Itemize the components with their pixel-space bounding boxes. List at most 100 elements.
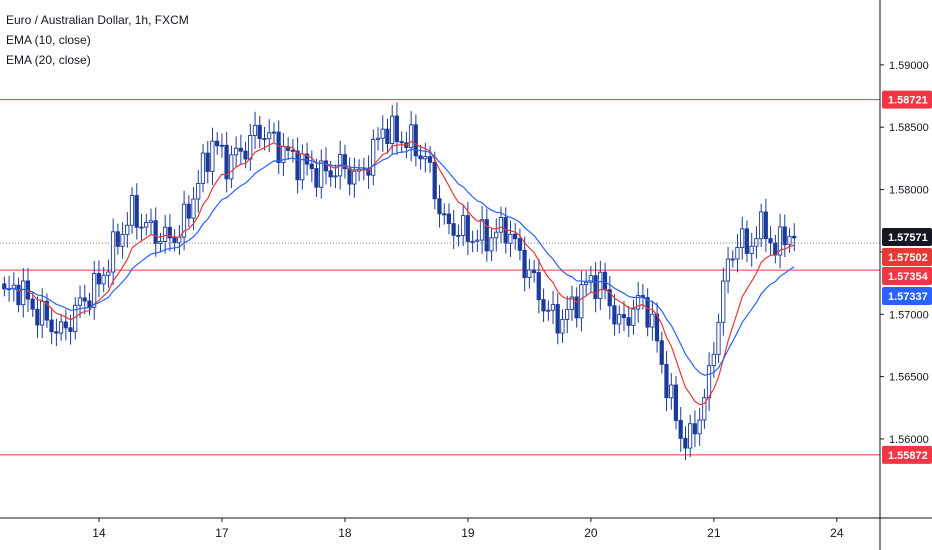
candle [659, 331, 664, 374]
candle-body-up [725, 258, 731, 282]
candle [484, 208, 489, 262]
candle [588, 266, 593, 292]
candle-body-up [252, 124, 258, 137]
candle [489, 227, 494, 262]
y-tick-label: 1.57000 [889, 309, 929, 321]
candle-body-down [678, 419, 683, 439]
candle [200, 144, 206, 193]
candle-body-down [673, 384, 679, 421]
x-tick-label: 24 [830, 526, 844, 540]
candle [2, 276, 7, 297]
candle-body-up [144, 222, 149, 228]
candle-body-down [645, 297, 650, 328]
candle-body-up [423, 156, 428, 160]
ema20-tag-bg [882, 287, 932, 305]
candle-body-up [669, 384, 674, 399]
candle-body-down [328, 170, 333, 178]
candle [304, 142, 310, 176]
candle [276, 120, 281, 175]
candle-body-up [716, 321, 721, 355]
candle [92, 261, 97, 320]
candle-body-down [456, 234, 461, 237]
candle [11, 272, 16, 302]
legend-ema20[interactable]: EMA (20, close) [6, 53, 91, 67]
candle [39, 288, 45, 339]
candle-body-up [267, 132, 272, 140]
candle-body-down [484, 219, 489, 252]
candle [16, 277, 21, 313]
candle [560, 309, 565, 343]
legend-ema10[interactable]: EMA (10, close) [6, 33, 91, 47]
candle-body-up [460, 215, 466, 236]
candle [617, 305, 622, 334]
candle-body-up [77, 297, 83, 306]
candle [744, 220, 749, 262]
candle [233, 136, 239, 167]
candle [285, 137, 291, 160]
candle-body-down [2, 283, 7, 290]
candle-body-down [394, 115, 399, 143]
candle [754, 226, 759, 259]
candle [522, 236, 527, 292]
candle-body-up [631, 308, 636, 326]
y-tick-label: 1.58000 [889, 185, 929, 197]
candle-body-down [68, 327, 73, 332]
ema10-line [4, 140, 795, 406]
candle-body-up [508, 233, 513, 244]
candle-body-up [787, 235, 792, 246]
ema10-tag-bg [882, 248, 932, 266]
candle-body-down [172, 237, 177, 244]
candle-body-down [612, 305, 617, 325]
candle [281, 133, 286, 177]
candle-body-down [427, 156, 433, 163]
candle [413, 114, 418, 167]
legend-symbol[interactable]: Euro / Australian Dollar, 1h, FXCM [6, 13, 189, 27]
candle [541, 288, 546, 323]
candle [96, 260, 101, 298]
candle-body-down [413, 124, 418, 157]
candle [669, 373, 674, 410]
candle-body-up [319, 160, 324, 188]
candle [248, 123, 253, 171]
candle-body-up [148, 220, 154, 224]
candle-body-up [470, 240, 475, 243]
price-tags: 1.58721 1.57354 1.55872 1.57571 1.57502 1.573… [882, 90, 932, 464]
candle-body-up [569, 296, 574, 310]
candle [763, 198, 768, 252]
candle [380, 115, 385, 152]
candle-body-down [16, 284, 21, 306]
candle-body-down [44, 300, 49, 321]
horizontal-levels [0, 99, 880, 456]
candle-body-up [479, 219, 485, 241]
candle [148, 208, 154, 235]
candle-body-down [659, 340, 664, 365]
candle-body-down [54, 331, 59, 334]
candle-body-up [139, 226, 144, 229]
candle [579, 270, 584, 332]
candle-body-down [683, 437, 688, 449]
candle [456, 224, 461, 247]
candle-body-down [295, 150, 300, 181]
candle-body-up [777, 226, 783, 256]
candle-body-down [49, 319, 54, 333]
candle [683, 426, 688, 461]
candle [63, 309, 68, 341]
candle [323, 147, 329, 185]
x-tick-label: 17 [215, 526, 229, 540]
candle-body-up [219, 144, 224, 147]
candle-body-up [162, 226, 168, 242]
candle-body-down [134, 195, 139, 228]
candle [82, 284, 87, 315]
x-tick-label: 20 [584, 526, 598, 540]
candle [153, 207, 158, 257]
candle [214, 132, 220, 155]
candle [740, 216, 745, 260]
candle [451, 209, 456, 250]
candle [758, 203, 764, 248]
candle [678, 406, 683, 452]
candle-body-up [730, 258, 735, 261]
candle-body-up [565, 309, 570, 320]
candle [460, 205, 466, 246]
x-tick-label: 19 [461, 526, 475, 540]
